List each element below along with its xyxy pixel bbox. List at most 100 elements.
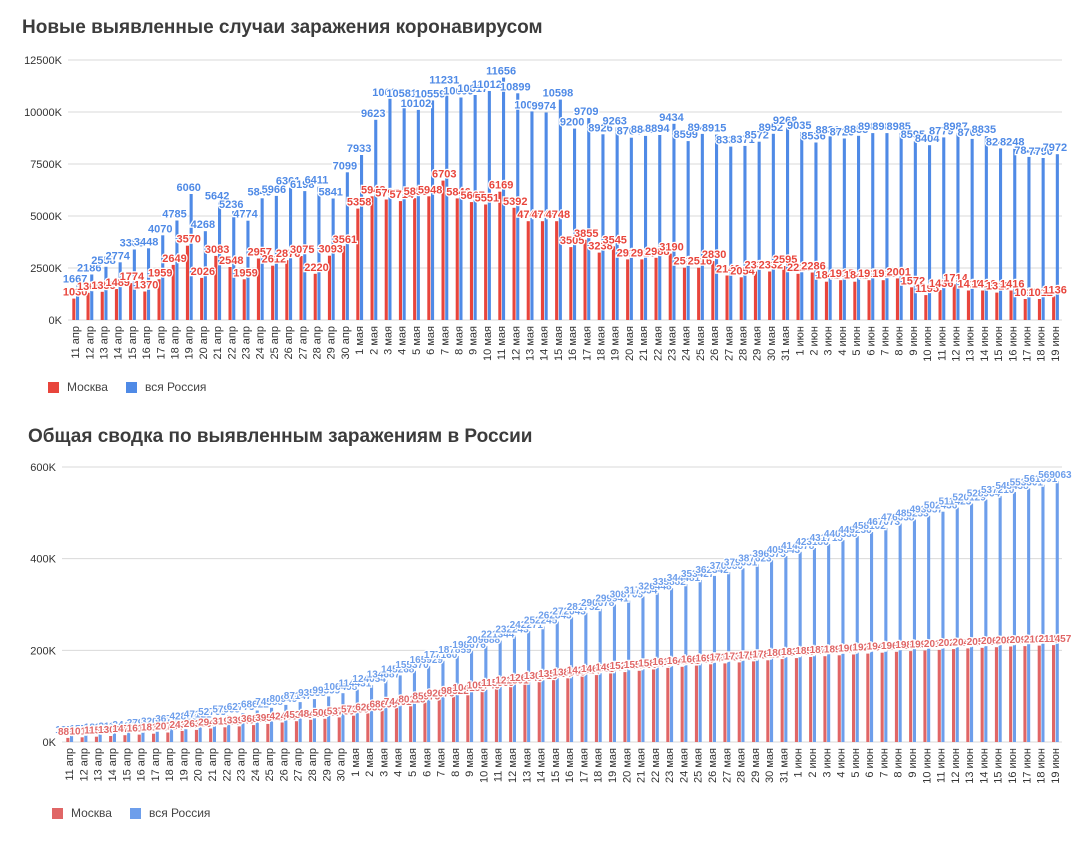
moscow-bar[interactable] [214, 255, 218, 320]
russia-bar[interactable] [484, 645, 488, 742]
moscow-bar[interactable] [72, 298, 76, 320]
moscow-bar[interactable] [409, 705, 413, 742]
russia-bar[interactable] [155, 727, 159, 742]
russia-bar[interactable] [76, 285, 80, 320]
moscow-bar[interactable] [100, 291, 104, 320]
moscow-bar[interactable] [352, 715, 356, 742]
moscow-bar[interactable] [594, 675, 598, 742]
russia-bar[interactable] [84, 734, 88, 742]
russia-bar[interactable] [928, 145, 932, 320]
russia-bar[interactable] [743, 145, 747, 320]
russia-bar[interactable] [672, 123, 676, 320]
moscow-bar[interactable] [1009, 290, 1013, 321]
moscow-bar[interactable] [228, 267, 232, 320]
moscow-bar[interactable] [994, 647, 998, 742]
moscow-bar[interactable] [469, 202, 473, 320]
moscow-bar[interactable] [909, 651, 913, 742]
moscow-bar[interactable] [796, 273, 800, 320]
moscow-bar[interactable] [413, 198, 417, 320]
moscow-bar[interactable] [366, 713, 370, 742]
moscow-bar[interactable] [537, 682, 541, 742]
russia-bar[interactable] [104, 266, 108, 320]
moscow-bar[interactable] [737, 662, 741, 742]
russia-bar[interactable] [984, 499, 988, 742]
russia-bar[interactable] [1041, 484, 1045, 742]
russia-bar[interactable] [112, 732, 116, 742]
moscow-bar[interactable] [694, 665, 698, 742]
moscow-bar[interactable] [540, 221, 544, 320]
russia-bar[interactable] [999, 148, 1003, 320]
russia-bar[interactable] [927, 515, 931, 742]
moscow-bar[interactable] [766, 660, 770, 742]
moscow-bar[interactable] [437, 699, 441, 743]
moscow-bar[interactable] [823, 656, 827, 742]
moscow-bar[interactable] [109, 736, 113, 742]
russia-bar[interactable] [1055, 154, 1059, 320]
moscow-bar[interactable] [680, 666, 684, 742]
moscow-bar[interactable] [881, 280, 885, 320]
moscow-bar[interactable] [952, 649, 956, 742]
moscow-bar[interactable] [484, 204, 488, 321]
moscow-bar[interactable] [995, 292, 999, 320]
moscow-bar[interactable] [794, 658, 798, 742]
moscow-bar[interactable] [937, 649, 941, 742]
moscow-bar[interactable] [810, 272, 814, 321]
legend-item-russia[interactable]: вся Россия [125, 380, 206, 394]
moscow-bar[interactable] [384, 199, 388, 321]
moscow-bar[interactable] [80, 737, 84, 742]
russia-bar[interactable] [255, 710, 259, 743]
russia-bar[interactable] [842, 138, 846, 321]
moscow-bar[interactable] [637, 670, 641, 742]
moscow-bar[interactable] [523, 684, 527, 742]
russia-bar[interactable] [970, 503, 974, 742]
moscow-bar[interactable] [753, 271, 757, 321]
russia-bar[interactable] [884, 527, 888, 742]
moscow-bar[interactable] [480, 691, 484, 742]
moscow-bar[interactable] [299, 256, 303, 320]
moscow-bar[interactable] [597, 252, 601, 320]
russia-bar[interactable] [1027, 156, 1031, 320]
moscow-bar[interactable] [867, 280, 871, 320]
russia-bar[interactable] [445, 86, 449, 321]
moscow-bar[interactable] [185, 245, 189, 320]
moscow-bar[interactable] [1023, 299, 1027, 320]
russia-bar[interactable] [198, 720, 202, 742]
moscow-bar[interactable] [866, 653, 870, 742]
moscow-bar[interactable] [271, 265, 275, 320]
russia-bar[interactable] [558, 99, 562, 320]
russia-bar[interactable] [885, 133, 889, 320]
russia-bar[interactable] [541, 626, 545, 742]
moscow-bar[interactable] [1052, 645, 1056, 742]
russia-bar[interactable] [698, 580, 702, 742]
legend-item-russia-total[interactable]: вся Россия [129, 806, 210, 820]
moscow-bar[interactable] [668, 253, 672, 320]
russia-bar[interactable] [784, 556, 788, 742]
russia-bar[interactable] [355, 689, 359, 742]
russia-bar[interactable] [170, 725, 174, 742]
moscow-bar[interactable] [370, 196, 374, 320]
moscow-bar[interactable] [709, 664, 713, 742]
moscow-bar[interactable] [427, 196, 431, 320]
russia-bar[interactable] [274, 195, 278, 320]
legend-item-moscow[interactable]: Москва [48, 380, 108, 394]
moscow-bar[interactable] [839, 280, 843, 320]
moscow-bar[interactable] [237, 726, 241, 742]
moscow-bar[interactable] [342, 245, 346, 320]
russia-bar[interactable] [530, 111, 534, 321]
russia-bar[interactable] [270, 707, 274, 742]
moscow-bar[interactable] [725, 275, 729, 321]
russia-bar[interactable] [587, 118, 591, 320]
russia-bar[interactable] [132, 249, 136, 321]
moscow-bar[interactable] [924, 295, 928, 320]
russia-bar[interactable] [941, 511, 945, 742]
russia-bar[interactable] [218, 202, 222, 320]
russia-bar[interactable] [388, 98, 392, 320]
moscow-bar[interactable] [966, 648, 970, 742]
russia-bar[interactable] [241, 713, 245, 742]
moscow-bar[interactable] [452, 696, 456, 742]
moscow-bar[interactable] [711, 261, 715, 320]
russia-bar[interactable] [498, 640, 502, 742]
moscow-bar[interactable] [894, 651, 898, 742]
moscow-bar[interactable] [1052, 296, 1056, 320]
russia-bar[interactable] [70, 735, 74, 742]
